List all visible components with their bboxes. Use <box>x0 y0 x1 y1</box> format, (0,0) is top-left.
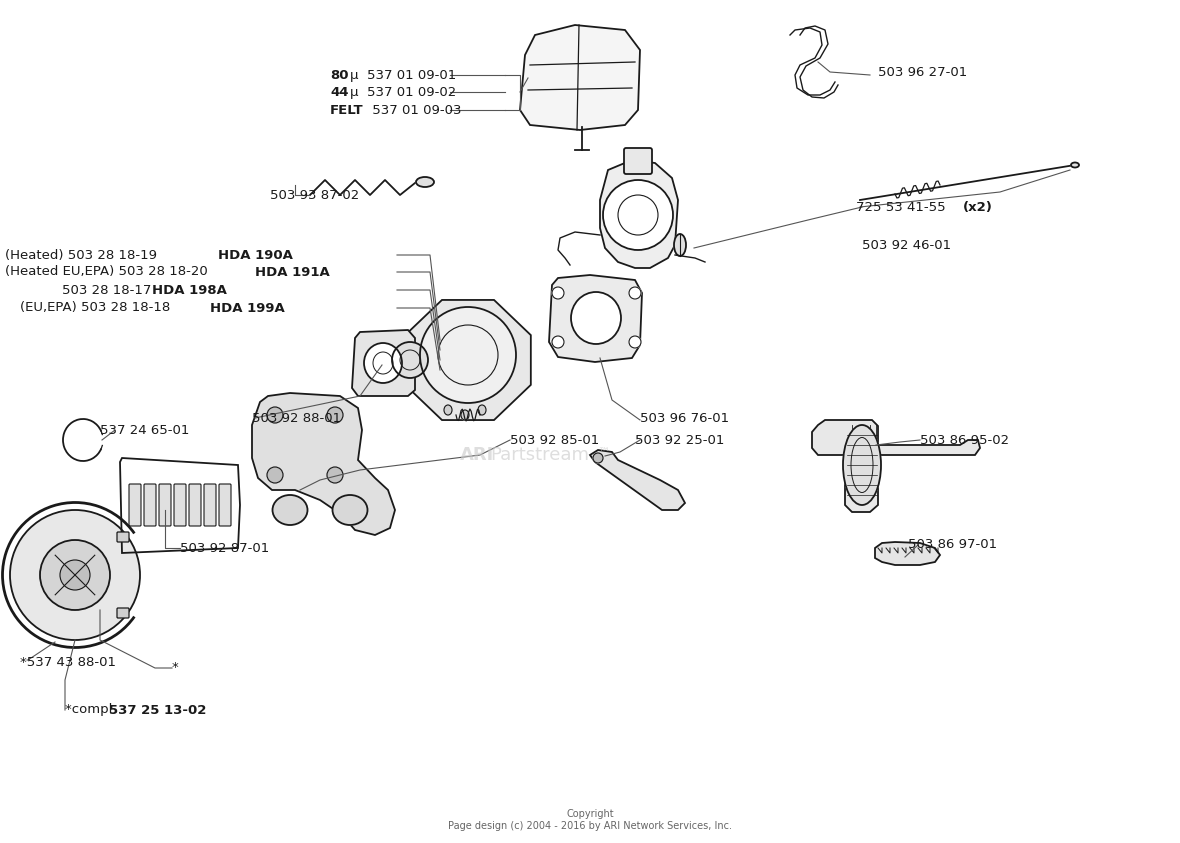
Circle shape <box>552 287 564 299</box>
Ellipse shape <box>478 405 486 415</box>
Text: μ  537 01 09-02: μ 537 01 09-02 <box>350 85 457 99</box>
Circle shape <box>327 407 343 423</box>
Text: *compl: *compl <box>65 704 117 717</box>
Circle shape <box>552 336 564 348</box>
Polygon shape <box>590 450 686 510</box>
Text: 80: 80 <box>330 68 348 82</box>
Polygon shape <box>253 393 395 535</box>
Circle shape <box>60 560 90 590</box>
Text: (x2): (x2) <box>963 201 992 213</box>
Text: 503 96 27-01: 503 96 27-01 <box>878 66 968 78</box>
Text: 537 24 65-01: 537 24 65-01 <box>100 423 189 437</box>
Polygon shape <box>876 542 940 565</box>
Ellipse shape <box>843 425 881 505</box>
Text: *537 43 88-01: *537 43 88-01 <box>20 656 116 668</box>
Text: (Heated) 503 28 18-19: (Heated) 503 28 18-19 <box>5 249 162 261</box>
Ellipse shape <box>444 405 452 415</box>
Text: 725 53 41-55: 725 53 41-55 <box>856 201 950 213</box>
Text: 503 28 18-17: 503 28 18-17 <box>63 283 156 297</box>
Polygon shape <box>405 300 531 420</box>
Circle shape <box>594 453 603 463</box>
FancyBboxPatch shape <box>219 484 231 526</box>
Circle shape <box>40 540 110 610</box>
Text: 503 86 97-01: 503 86 97-01 <box>907 539 997 551</box>
Circle shape <box>392 342 428 378</box>
Text: 503 92 46-01: 503 92 46-01 <box>863 239 951 251</box>
FancyBboxPatch shape <box>159 484 171 526</box>
Text: HDA 191A: HDA 191A <box>255 266 329 278</box>
Ellipse shape <box>571 292 621 344</box>
Text: 44: 44 <box>330 85 348 99</box>
Text: ™: ™ <box>597 447 610 459</box>
Text: 503 86 95-02: 503 86 95-02 <box>920 433 1009 447</box>
Text: FELT: FELT <box>330 104 363 116</box>
Circle shape <box>603 180 673 250</box>
Text: HDA 198A: HDA 198A <box>152 283 227 297</box>
Circle shape <box>327 467 343 483</box>
FancyBboxPatch shape <box>204 484 216 526</box>
FancyBboxPatch shape <box>189 484 201 526</box>
Text: HDA 190A: HDA 190A <box>218 249 293 261</box>
Polygon shape <box>812 420 981 512</box>
FancyBboxPatch shape <box>624 148 653 174</box>
Polygon shape <box>599 160 678 268</box>
Text: 503 92 85-01: 503 92 85-01 <box>510 433 599 447</box>
Ellipse shape <box>363 343 402 383</box>
FancyBboxPatch shape <box>144 484 156 526</box>
Text: 503 92 87-01: 503 92 87-01 <box>181 541 269 555</box>
Ellipse shape <box>333 495 367 525</box>
Text: Copyright
Page design (c) 2004 - 2016 by ARI Network Services, Inc.: Copyright Page design (c) 2004 - 2016 by… <box>448 809 732 831</box>
Text: 503 92 25-01: 503 92 25-01 <box>635 433 725 447</box>
Circle shape <box>420 307 516 403</box>
Polygon shape <box>352 330 415 396</box>
Polygon shape <box>520 25 640 130</box>
Circle shape <box>629 336 641 348</box>
Ellipse shape <box>674 234 686 256</box>
Text: μ  537 01 09-01: μ 537 01 09-01 <box>350 68 457 82</box>
Polygon shape <box>549 275 642 362</box>
Circle shape <box>267 407 283 423</box>
FancyBboxPatch shape <box>117 532 129 542</box>
Text: 537 25 13-02: 537 25 13-02 <box>109 704 206 717</box>
Text: ARI: ARI <box>460 446 494 464</box>
Text: *: * <box>172 662 178 674</box>
Text: 537 01 09-03: 537 01 09-03 <box>368 104 461 116</box>
Ellipse shape <box>1071 163 1079 168</box>
Circle shape <box>9 510 140 640</box>
FancyBboxPatch shape <box>117 608 129 618</box>
Text: (EU,EPA) 503 28 18-18: (EU,EPA) 503 28 18-18 <box>20 302 175 314</box>
FancyBboxPatch shape <box>173 484 186 526</box>
Circle shape <box>267 467 283 483</box>
Text: 503 93 87-02: 503 93 87-02 <box>270 189 359 201</box>
Text: 503 92 88-01: 503 92 88-01 <box>253 411 341 425</box>
FancyBboxPatch shape <box>129 484 140 526</box>
Ellipse shape <box>417 177 434 187</box>
Text: (Heated EU,EPA) 503 28 18-20: (Heated EU,EPA) 503 28 18-20 <box>5 266 212 278</box>
Ellipse shape <box>461 410 468 420</box>
Circle shape <box>629 287 641 299</box>
Text: 503 96 76-01: 503 96 76-01 <box>640 411 729 425</box>
Ellipse shape <box>273 495 308 525</box>
Text: Partstream: Partstream <box>490 446 589 464</box>
Text: HDA 199A: HDA 199A <box>210 302 284 314</box>
